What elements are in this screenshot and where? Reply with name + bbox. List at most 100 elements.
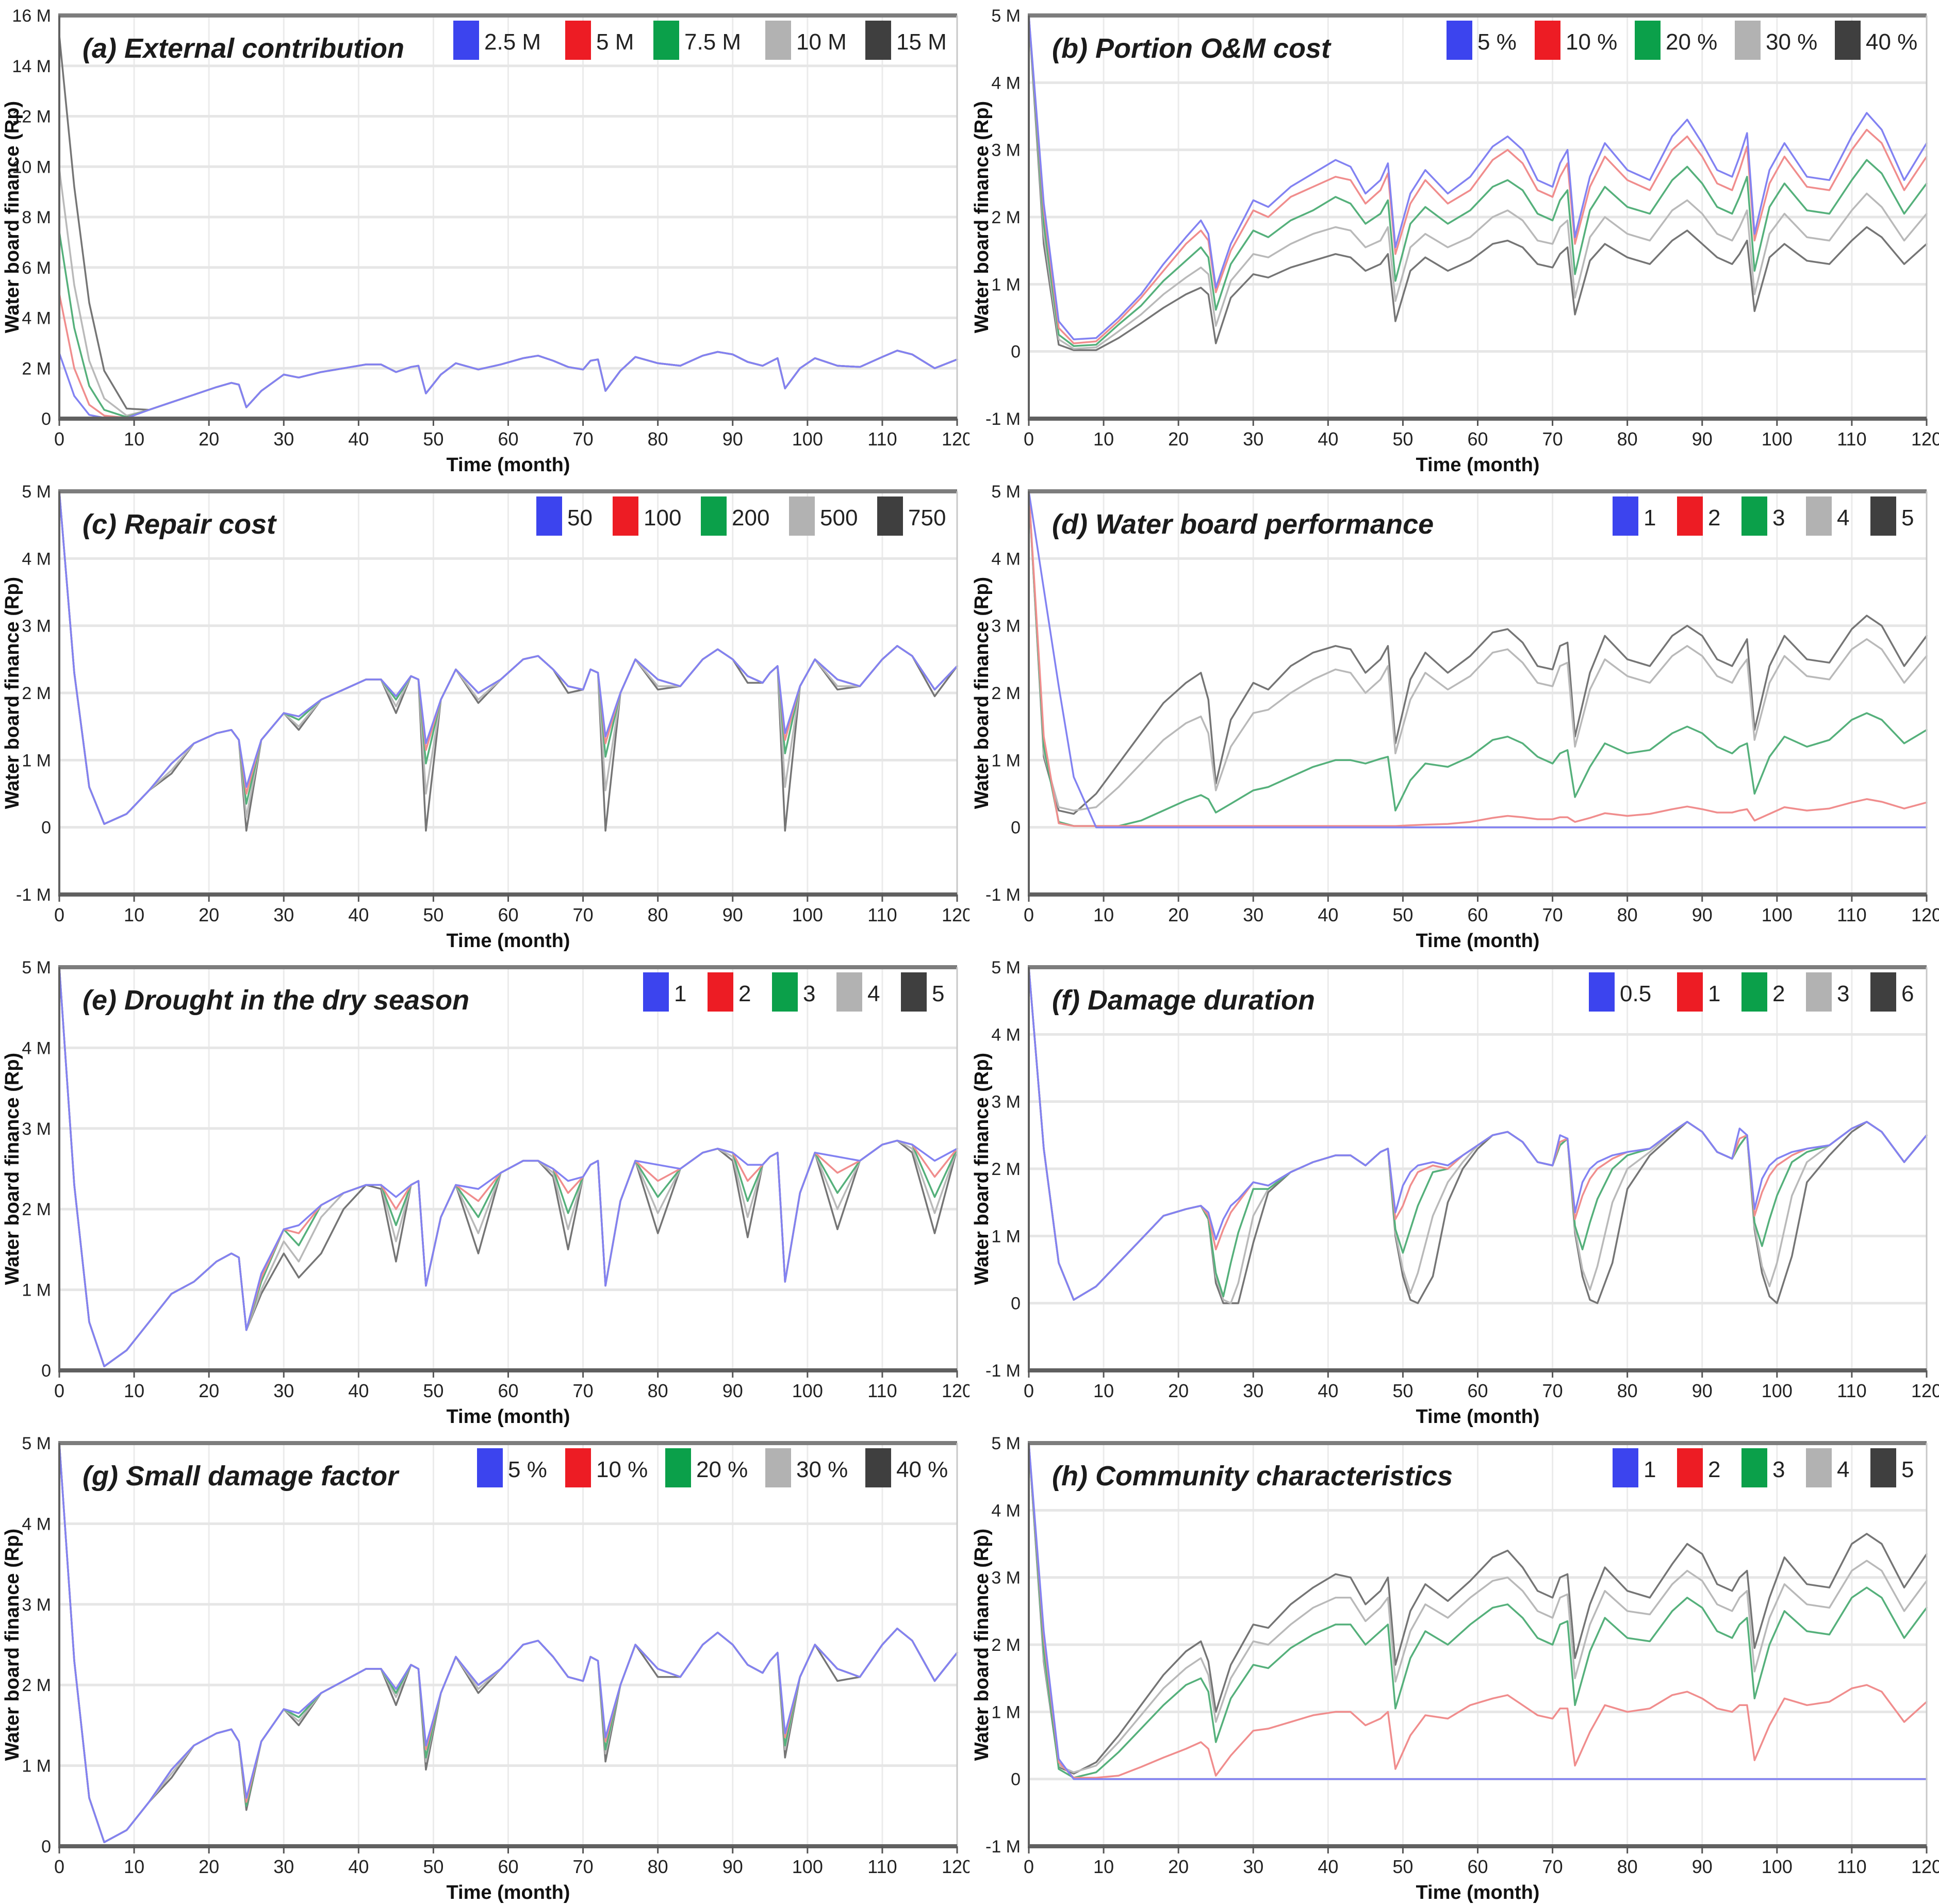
x-tick-label: 80 bbox=[648, 1380, 668, 1401]
x-tick-label: 40 bbox=[1318, 1380, 1338, 1401]
legend-swatch bbox=[789, 496, 815, 536]
x-tick-label: 20 bbox=[199, 428, 219, 450]
y-tick-label: 14 M bbox=[12, 57, 51, 76]
y-tick-label: 5 M bbox=[991, 6, 1021, 26]
legend-label: 2 bbox=[1708, 505, 1720, 531]
y-axis-title: Water board finance (Rp) bbox=[971, 101, 993, 333]
legend-label: 100 bbox=[644, 505, 681, 531]
series-line-b-20- bbox=[1028, 14, 1928, 347]
x-tick-label: 10 bbox=[1093, 1380, 1114, 1401]
x-tick-label: 60 bbox=[1467, 1856, 1488, 1877]
panel-title-e: (e) Drought in the dry season bbox=[83, 985, 469, 1016]
x-tick-label: 100 bbox=[1762, 1856, 1793, 1877]
y-tick-label: 2 M bbox=[22, 684, 51, 703]
y-tick-label: 4 M bbox=[22, 1038, 51, 1058]
x-tick-label: 50 bbox=[423, 904, 443, 925]
legend-swatch bbox=[901, 972, 927, 1012]
panel-title-h: (h) Community characteristics bbox=[1052, 1461, 1453, 1492]
chart-h: -1 M01 M2 M3 M4 M5 M0 10 20 30 40 50 60 70 80 90 1… bbox=[971, 1434, 1939, 1903]
y-tick-label: 1 M bbox=[22, 1281, 51, 1300]
x-tick-label: 50 bbox=[423, 1380, 443, 1401]
series-line-h-4 bbox=[1028, 1442, 1928, 1774]
panel-a: 0 2 M 4 M 6 M 8 M 10 M 12 M 14 M 16 M 0 10 20 30 40 50… bbox=[0, 0, 970, 476]
legend-label: 5 M bbox=[596, 29, 634, 55]
legend-label: 3 bbox=[803, 981, 815, 1006]
y-tick-label: 0 bbox=[41, 818, 51, 838]
x-tick-label: 100 bbox=[1762, 428, 1793, 450]
legend-swatch bbox=[1741, 496, 1767, 536]
x-tick-label: 0 bbox=[1024, 428, 1034, 450]
y-axis-title: Water board finance (Rp) bbox=[2, 1529, 23, 1761]
x-tick-label: 90 bbox=[722, 1380, 743, 1401]
x-tick-label: 20 bbox=[199, 1856, 219, 1877]
y-tick-label: -1 M bbox=[985, 1361, 1021, 1381]
y-tick-label: 2 M bbox=[991, 208, 1021, 227]
y-tick-label: 1 M bbox=[991, 751, 1021, 770]
y-tick-label: 0 bbox=[1011, 818, 1021, 838]
x-tick-label: 50 bbox=[1392, 428, 1413, 450]
x-axis-title: Time (month) bbox=[1416, 930, 1540, 952]
legend-label: 5 bbox=[1901, 505, 1914, 531]
chart-c: -1 M01 M2 M3 M4 M5 M0 10 20 30 40 50 60 70 80 90 1… bbox=[2, 482, 970, 952]
x-tick-label: 40 bbox=[348, 1856, 369, 1877]
y-tick-label: 4 M bbox=[22, 309, 51, 328]
x-tick-label: 60 bbox=[1467, 428, 1488, 450]
y-tick-label: 4 M bbox=[991, 73, 1021, 93]
x-axis-title: Time (month) bbox=[1416, 1882, 1540, 1903]
legend-swatch bbox=[1447, 21, 1472, 60]
x-tick-label: 10 bbox=[1093, 428, 1114, 450]
x-tick-label: 110 bbox=[867, 1380, 897, 1401]
legend-label: 30 % bbox=[1766, 29, 1817, 55]
panel-g: 0 1 M 2 M 3 M 4 M 5 M 0 10 20 30 40 50 60 70 80 90 100 11… bbox=[0, 1428, 970, 1903]
y-axis-title: Water board finance (Rp) bbox=[2, 101, 23, 333]
series-line-b-40- bbox=[1028, 14, 1928, 351]
x-tick-label: 0 bbox=[54, 428, 64, 450]
legend-label: 5 % bbox=[1477, 29, 1517, 55]
y-tick-label: 3 M bbox=[22, 1119, 51, 1139]
series-line-c-50 bbox=[58, 490, 958, 825]
y-tick-label: 6 M bbox=[22, 258, 51, 278]
series-line-d-2 bbox=[1028, 490, 1928, 827]
legend-swatch bbox=[836, 972, 862, 1012]
x-tick-label: 20 bbox=[1168, 428, 1189, 450]
series-line-h-2 bbox=[1028, 1442, 1928, 1779]
x-tick-label: 110 bbox=[867, 1856, 897, 1877]
legend-label: 1 bbox=[674, 981, 686, 1006]
x-tick-label: 80 bbox=[648, 904, 668, 925]
y-axis-title: Water board finance (Rp) bbox=[971, 1053, 993, 1285]
y-tick-label: 4 M bbox=[22, 549, 51, 569]
legend-label: 15 M bbox=[896, 29, 947, 55]
x-tick-label: 0 bbox=[1024, 1380, 1034, 1401]
legend-swatch bbox=[653, 21, 679, 60]
x-axis-title: Time (month) bbox=[1416, 1406, 1540, 1428]
series-line-h-3 bbox=[1028, 1442, 1928, 1779]
legend-label: 6 bbox=[1901, 981, 1914, 1006]
y-tick-label: 3 M bbox=[991, 1568, 1021, 1588]
legend-swatch bbox=[1870, 1448, 1896, 1487]
legend-label: 500 bbox=[820, 505, 858, 531]
x-tick-label: 110 bbox=[1837, 904, 1866, 925]
legend-label: 40 % bbox=[1866, 29, 1917, 55]
legend-swatch bbox=[453, 21, 479, 60]
x-tick-label: 100 bbox=[792, 428, 823, 450]
y-axis-title: Water board finance (Rp) bbox=[971, 1529, 993, 1761]
x-tick-label: 50 bbox=[423, 428, 443, 450]
y-tick-label: 5 M bbox=[991, 482, 1021, 502]
y-tick-label: 12 M bbox=[12, 107, 51, 127]
x-tick-label: 60 bbox=[498, 428, 518, 450]
y-tick-label: 5 M bbox=[22, 482, 51, 502]
x-tick-label: 20 bbox=[1168, 1856, 1189, 1877]
x-tick-label: 70 bbox=[573, 428, 594, 450]
x-tick-label: 30 bbox=[273, 428, 294, 450]
x-tick-label: 120 bbox=[942, 1380, 970, 1401]
legend-label: 1 bbox=[1644, 1457, 1656, 1482]
series-line-d-3 bbox=[1028, 490, 1928, 827]
x-tick-label: 40 bbox=[348, 1380, 369, 1401]
y-axis-title: Water board finance (Rp) bbox=[2, 1053, 23, 1285]
legend-label: 4 bbox=[1837, 1457, 1849, 1482]
legend-swatch bbox=[613, 496, 638, 536]
legend-label: 2 bbox=[1708, 1457, 1720, 1482]
x-tick-label: 20 bbox=[1168, 1380, 1189, 1401]
y-tick-label: 5 M bbox=[22, 958, 51, 978]
legend-label: 7.5 M bbox=[684, 29, 741, 55]
